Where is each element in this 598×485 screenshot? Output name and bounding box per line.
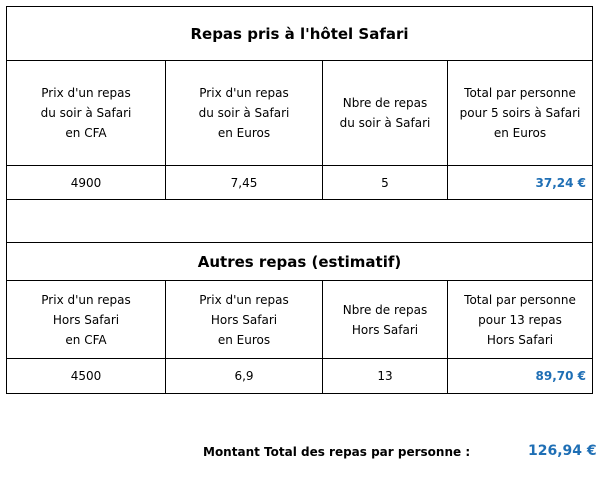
text-line: en Euros <box>493 126 547 140</box>
header-cell: Prix d'un repas du soir à Safari en Euros <box>165 60 323 166</box>
data-cell: 6,9 <box>165 358 323 394</box>
data-cell: 4500 <box>6 358 166 394</box>
text-line: Prix d'un repas <box>41 86 131 100</box>
text-line: 89,70 € <box>535 369 586 383</box>
text-line: Prix d'un repas <box>199 86 289 100</box>
data-cell: 13 <box>322 358 448 394</box>
text-line: en CFA <box>65 332 107 347</box>
text-line: 6,9 <box>234 369 254 383</box>
data-cell: 5 <box>322 165 448 200</box>
text-line: 37,24 € <box>535 175 586 190</box>
section-title: Repas pris à l'hôtel Safari <box>6 6 593 61</box>
text-line: Nbre de repas <box>342 96 428 110</box>
text-line: Hors Safari <box>210 312 278 327</box>
text-line: en CFA <box>65 126 107 140</box>
text-line: 4900 <box>70 175 102 190</box>
text-line: Prix d'un repas <box>41 292 131 307</box>
text-line: Total par personne <box>464 292 576 307</box>
header-cell: Total par personne pour 5 soirs à Safari e… <box>447 60 593 166</box>
text-line: 7,45 <box>230 175 258 190</box>
data-cell: 4900 <box>6 165 166 200</box>
text-line: Prix d'un repas <box>199 292 289 307</box>
section-title: Autres repas (estimatif) <box>6 242 593 281</box>
text-line: Hors Safari <box>351 322 419 337</box>
text-line: en Euros <box>217 126 271 140</box>
header-cell: Total par personne pour 13 repas Hors Safa… <box>447 280 593 359</box>
total-value: 126,94 € <box>528 443 597 459</box>
text-line: Hors Safari <box>486 332 554 347</box>
data-cell: 7,45 <box>165 165 323 200</box>
text-line: du soir à Safari <box>339 116 431 130</box>
header-cell: Nbre de repas du soir à Safari <box>322 60 448 166</box>
text-line: pour 13 repas <box>478 312 562 327</box>
header-cell: Prix d'un repas Hors Safari en Euros <box>165 280 323 359</box>
blank-row <box>6 199 593 243</box>
header-cell: Nbre de repas Hors Safari <box>322 280 448 359</box>
text-line: du soir à Safari <box>40 106 132 120</box>
data-cell: 37,24 € <box>447 165 593 200</box>
header-cell: Prix d'un repas du soir à Safari en CFA <box>6 60 166 166</box>
text-line: Nbre de repas <box>342 302 428 317</box>
data-cell: 89,70 € <box>447 358 593 394</box>
text-line: Autres repas (estimatif) <box>197 252 402 271</box>
text-line: 4500 <box>70 369 102 383</box>
text-line: du soir à Safari <box>198 106 290 120</box>
text-line: Repas pris à l'hôtel Safari <box>190 24 409 43</box>
text-line: en Euros <box>217 332 271 347</box>
text-line: Hors Safari <box>52 312 120 327</box>
total-label: Montant Total des repas par personne : <box>203 445 471 459</box>
header-cell: Prix d'un repas Hors Safari en CFA <box>6 280 166 359</box>
text-line: pour 5 soirs à Safari <box>459 106 581 120</box>
text-line: 5 <box>381 175 389 190</box>
text-line: 13 <box>377 369 393 383</box>
text-line: Total par personne <box>464 86 576 100</box>
